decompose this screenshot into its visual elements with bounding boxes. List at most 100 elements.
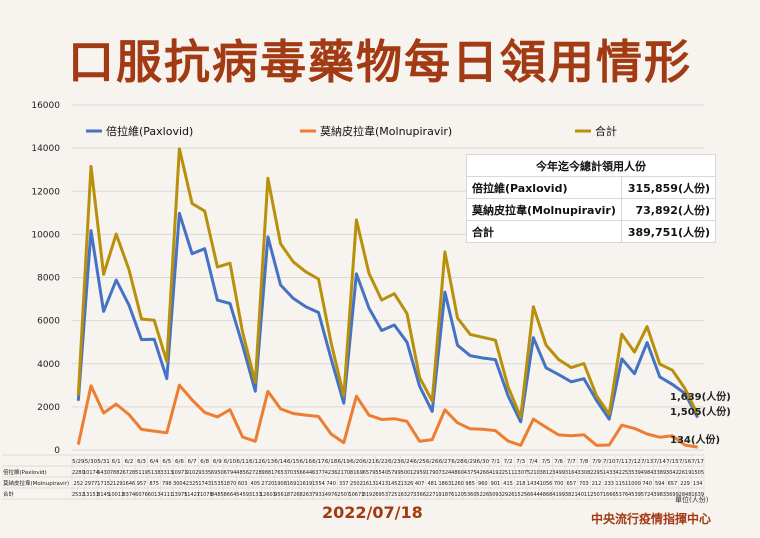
table-cell: 7251 (388, 492, 401, 498)
table-cell: 7035 (287, 470, 300, 476)
totals-value: 315,859(人份) (621, 176, 716, 199)
x-tick-label: 6/19 (338, 459, 351, 465)
table-cell: 3499 (552, 470, 565, 476)
table-cell: 9102 (186, 470, 199, 476)
table-cell: 798 (162, 481, 172, 487)
series-line-total (76, 147, 700, 419)
x-tick-label: 7/13 (641, 459, 654, 465)
table-cell: 1525 (514, 492, 527, 498)
table-cell: 4976 (325, 492, 338, 498)
table-cell: 1646 (123, 481, 136, 487)
table-cell: 481 (427, 481, 437, 487)
table-cell: 10011 (108, 492, 124, 498)
table-cell: 1619 (299, 481, 312, 487)
table-cell: 8726 (287, 492, 300, 498)
table-cell: 4375 (464, 470, 477, 476)
table-cell: 3539 (628, 470, 641, 476)
table-cell: 957 (137, 481, 147, 487)
table-cell: 229 (680, 481, 690, 487)
totals-label: 莫納皮拉韋(Molnupiravir) (465, 198, 623, 221)
table-cell: 2619 (679, 470, 692, 476)
table-cell: 7653 (274, 470, 287, 476)
legend-label: 合計 (595, 124, 617, 138)
x-tick-label: 6/23 (388, 459, 401, 465)
table-cell: 3042 (666, 470, 679, 476)
table-cell: 3699 (666, 492, 679, 498)
table-cell: 1715 (97, 481, 110, 487)
x-tick-label: 6/17 (312, 459, 325, 465)
x-tick-label: 7/11 (616, 459, 628, 465)
table-cell: 1307 (514, 470, 527, 476)
x-tick-label: 5/30 (85, 459, 98, 465)
table-cell: 11078 (197, 492, 213, 498)
table-cell: 1535 (211, 481, 224, 487)
table-cell: 2170 (337, 470, 350, 476)
table-cell: 700 (554, 481, 564, 487)
table-cell: 1743 (198, 481, 211, 487)
totals-row-total: 合計 389,751(人份) (465, 220, 716, 243)
agency-name: 中央流行疫情指揮中心 (591, 512, 712, 526)
x-tick-label: 6/12 (249, 459, 261, 465)
table-cell: 740 (642, 481, 652, 487)
x-tick-label: 6/30 (477, 459, 490, 465)
table-cell: 5799 (388, 470, 401, 476)
x-tick-label: 6/11 (236, 459, 248, 465)
table-cell: 4539 (628, 492, 641, 498)
table-cell: 3983 (653, 492, 666, 498)
table-cell: 3133 (249, 492, 262, 498)
y-tick-label: 10000 (31, 230, 60, 240)
table-cell: 1505 (691, 470, 704, 476)
table-cell: 740 (326, 481, 336, 487)
x-tick-label: 6/6 (175, 459, 184, 465)
table-cell: 3812 (540, 470, 553, 476)
totals-label: 倍拉維(Paxlovid) (465, 176, 623, 199)
table-cell: 1326 (401, 481, 414, 487)
totals-value: 389,751(人份) (621, 220, 716, 243)
table-cell: 4111 (160, 492, 173, 498)
x-tick-label: 7/4 (529, 459, 538, 465)
x-tick-label: 5/31 (97, 459, 109, 465)
table-cell: 2325 (186, 481, 199, 487)
y-tick-label: 8000 (37, 274, 60, 284)
table-cell: 6794 (224, 470, 237, 476)
table-cell: 6327 (401, 492, 414, 498)
x-tick-label: 6/9 (213, 459, 222, 465)
end-value-label: 1,639(人份) (670, 390, 731, 403)
table-cell: 3821 (565, 492, 578, 498)
table-cell: 9561 (274, 492, 287, 498)
table-cell: 2295 (590, 470, 603, 476)
table-cell: 1000 (628, 481, 641, 487)
x-tick-label: 6/24 (401, 459, 414, 465)
x-tick-label: 6/13 (262, 459, 275, 465)
table-cell: 3313 (160, 470, 173, 476)
x-tick-label: 7/7 (567, 459, 576, 465)
table-cell: 1413 (375, 481, 388, 487)
totals-row-molnupiravir: 莫納皮拉韋(Molnupiravir) 73,892(人份) (465, 198, 716, 221)
table-cell: 1433 (603, 470, 616, 476)
table-cell: 7882 (110, 470, 123, 476)
table-cell: 212 (592, 481, 602, 487)
x-tick-label: 7/5 (542, 459, 551, 465)
x-tick-label: 6/27 (439, 459, 452, 465)
x-tick-label: 6/3 (137, 459, 146, 465)
table-cell: 1260 (451, 481, 464, 487)
table-cell: 2926 (502, 492, 515, 498)
table-cell: 6728 (123, 470, 136, 476)
table-cell: 2507 (590, 492, 603, 498)
table-cell: 1639 (691, 492, 704, 498)
table-cell: 6953 (375, 492, 388, 498)
table-cell: 2848 (679, 492, 692, 498)
table-cell: 7324 (439, 470, 452, 476)
table-cell: 603 (238, 481, 248, 487)
table-cell: 1908 (274, 481, 287, 487)
x-tick-label: 6/8 (200, 459, 209, 465)
table-cell: 1452 (388, 481, 401, 487)
table-cell: 5001 (401, 470, 414, 476)
table-cell: 1151 (615, 481, 628, 487)
x-tick-label: 7/2 (504, 459, 513, 465)
totals-table: 今年迄今總計領用人份 倍拉維(Paxlovid) 315,859(人份) 莫納皮… (465, 154, 716, 243)
table-cell: 1554 (312, 481, 325, 487)
table-cell: 5226 (476, 492, 489, 498)
table-cell: 4860 (451, 470, 464, 476)
data-table: 倍拉維(Paxlovid)莫納皮拉韋(Molnupiravir)合計5/29 5/… (2, 454, 704, 500)
